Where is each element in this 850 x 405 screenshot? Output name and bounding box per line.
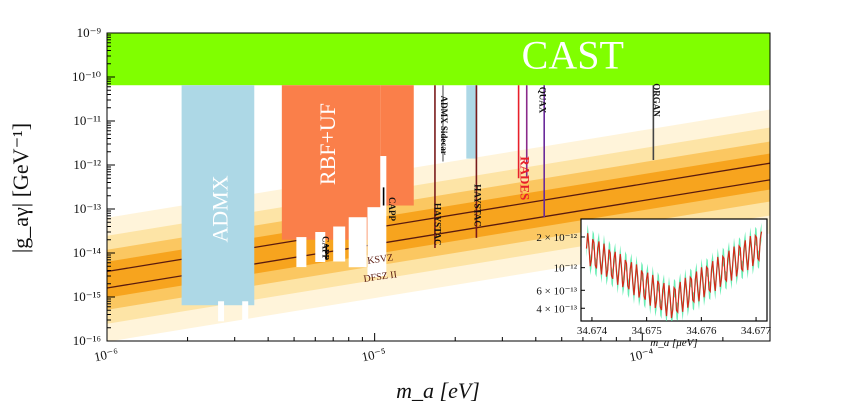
y-axis-title: |g_aγ| [GeV⁻¹] [8, 123, 33, 253]
inset-y-tick-label: 10⁻¹² [554, 263, 578, 275]
plot-border [106, 32, 771, 342]
inset-plot: 34.674 34.675 34.676 34.677 2 × 10⁻¹² 10⁻¹² 6 … [536, 218, 772, 349]
exclusion-notch-7 [242, 301, 249, 322]
region-label-capp: CAPP [387, 197, 397, 221]
x-tick-label: 10⁻⁶ [93, 345, 120, 365]
exclusion-admx [181, 85, 255, 306]
exclusion-notch-3 [348, 217, 367, 268]
region-label-quax: QUAX [537, 87, 547, 114]
inset-series [585, 222, 763, 321]
qcd-band-glow-3 [107, 153, 770, 298]
region-label-ksvz: KSVZ [367, 252, 394, 267]
exclusion-notch-1 [315, 232, 326, 263]
inset-y-tick-label: 4 × 10⁻¹³ [536, 303, 577, 315]
plot-frame [106, 32, 771, 342]
inset-x-tick-label: 34.677 [741, 325, 772, 337]
region-label-haystac: HAYSTAC [432, 203, 442, 246]
limit-lines [325, 85, 655, 260]
region-label-dfsz-ii: DFSZ II [363, 269, 398, 285]
y-tick-label: 10⁻¹⁴ [73, 245, 102, 260]
exclusion-haystac [466, 85, 478, 159]
inset-x-tick-label: 34.676 [686, 325, 717, 337]
region-label-admx-sidecar: ADMX Sidecar [439, 96, 449, 155]
exclusion-cast [107, 33, 770, 86]
region-label-capp: CAPP [321, 236, 331, 260]
y-tick-label: 10⁻¹⁰ [72, 69, 101, 84]
inset-y-tick-label: 2 × 10⁻¹² [536, 232, 577, 244]
inset-y-tick-label: 6 × 10⁻¹³ [536, 285, 577, 297]
y-tick-label: 10⁻⁹ [77, 25, 102, 40]
region-label-organ: ORGAN [651, 83, 661, 117]
qcd-axion-bands [107, 109, 770, 341]
exclusion-notch-2 [333, 226, 346, 262]
region-labels: CAST ADMX RBF+UF KSVZ DFSZ II CAPP CAPP HAYSTAC… [208, 33, 662, 285]
exclusion-notch-6 [218, 301, 225, 322]
y-tick-label: 10⁻¹² [73, 157, 101, 172]
inset-frame [580, 218, 768, 322]
y-tick-label: 10⁻¹³ [73, 201, 101, 216]
inset-x-tick-label: 34.674 [577, 325, 608, 337]
exclusion-notch-4 [367, 207, 382, 278]
exclusion-regions [107, 33, 770, 322]
axis-ticks: 10⁻⁶ 10⁻⁵ 10⁻⁴ 10⁻¹⁶ 10⁻¹⁵ 10⁻¹⁴ 10⁻¹³ 10⁻¹² 10⁻… [72, 25, 724, 365]
inset-curve [585, 231, 763, 319]
region-label-rbf-uf: RBF+UF [315, 103, 340, 185]
region-label-haystac: HAYSTAC [472, 184, 482, 227]
exclusion-notch-0 [296, 237, 307, 268]
x-axis-title: m_a [eV] [396, 378, 480, 403]
x-tick-label: 10⁻⁵ [360, 345, 387, 365]
exclusion-notch-5 [380, 156, 387, 277]
inset-x-axis-title: m_a [μeV] [650, 337, 697, 349]
y-tick-label: 10⁻¹⁶ [73, 333, 101, 348]
region-label-cast: CAST [522, 33, 624, 78]
exclusion-rbf-uf [281, 85, 381, 240]
inset-x-tick-label: 34.675 [632, 325, 663, 337]
region-label-rades: RADES [518, 156, 533, 200]
y-tick-label: 10⁻¹⁵ [73, 289, 101, 304]
y-tick-label: 10⁻¹¹ [73, 113, 101, 128]
x-tick-label: 10⁻⁴ [628, 345, 655, 365]
region-label-admx: ADMX [208, 175, 233, 242]
